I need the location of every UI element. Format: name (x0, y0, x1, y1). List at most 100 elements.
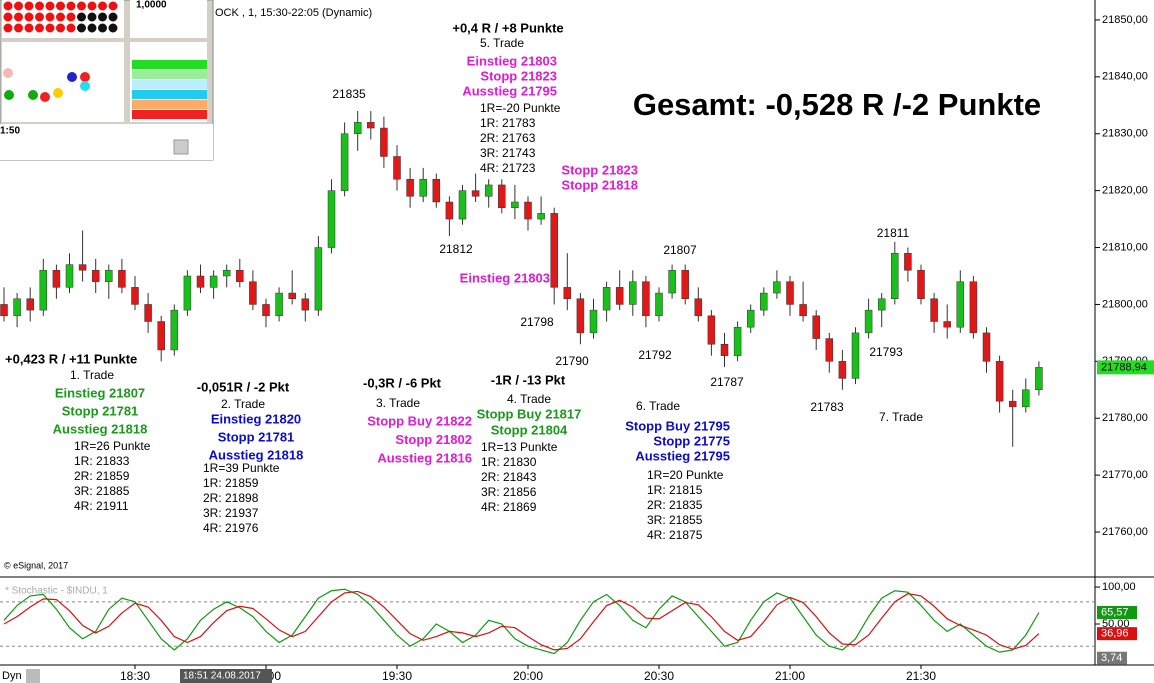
candle-body (969, 281, 978, 334)
trade-target: 1R=-20 Punkte (480, 101, 561, 115)
y-tick-label: 21760,00 (1102, 526, 1148, 538)
widget-dots (3, 1, 118, 33)
x-tick-label: 20:00 (513, 669, 543, 683)
trade-result: +0,4 R / +8 Punkte (452, 20, 563, 35)
y-tick-label: 21850,00 (1102, 14, 1148, 26)
trade-target: 1R: 21833 (74, 454, 130, 468)
trade-order: Einstieg 21807 (55, 385, 145, 400)
candle-body (668, 270, 676, 294)
candle-body (275, 292, 283, 317)
trade-target: 1R: 21859 (203, 476, 259, 490)
candle-body (629, 281, 637, 305)
trade-order: Stopp 21781 (62, 403, 139, 418)
candle-body (445, 201, 454, 220)
widget-dot (4, 90, 14, 100)
pane-title: * Stochastic - $INDU, 1 (5, 586, 108, 597)
swing-label: 21792 (638, 348, 672, 362)
widget-dot (66, 1, 76, 11)
candle-body (891, 252, 899, 299)
widget-bar (132, 70, 207, 79)
swing-label: 21793 (869, 345, 903, 359)
widget-dot (53, 88, 63, 98)
trade-order: Ausstieg 21818 (53, 421, 148, 436)
candle-body (655, 292, 663, 317)
widget-dot (14, 1, 23, 11)
button[interactable] (26, 669, 40, 683)
trade-target: 4R: 21911 (74, 499, 129, 513)
widget-dot (35, 12, 44, 22)
widget-dot (24, 23, 34, 33)
trade-target: 3R: 21856 (481, 485, 537, 499)
candle-body (327, 190, 336, 248)
widget-dot (108, 23, 118, 33)
candle-body (262, 304, 270, 317)
candle-body (1022, 389, 1030, 408)
candle-body (851, 332, 860, 379)
trade-result: -0,051R / -2 Pkt (197, 379, 290, 394)
candle-body (380, 127, 388, 157)
swing-label: 21811 (877, 226, 910, 240)
candle-body (183, 275, 192, 311)
chart-title: OCK , 1, 15:30-22:05 (Dynamic) (215, 7, 372, 19)
widget-text: 1,0000 (136, 0, 167, 11)
widget-dot (28, 90, 38, 100)
widget-dot (77, 12, 86, 22)
candle-body (471, 190, 480, 197)
trade-name: 4. Trade (507, 392, 551, 406)
trade-target: 2R: 21763 (480, 131, 536, 145)
widget-dot (35, 23, 44, 33)
widget-panel (2, 42, 124, 122)
widget-dot (87, 12, 97, 22)
trade-target: 1R=13 Punkte (481, 440, 558, 454)
candle-body (26, 298, 34, 311)
candle-body (209, 275, 218, 288)
swing-label: 21812 (439, 242, 473, 256)
trade-target: 1R: 21830 (481, 455, 537, 469)
trade-target: 4R: 21869 (481, 500, 537, 514)
candle-body (904, 252, 912, 271)
candle-body (917, 270, 925, 299)
trade-result: -1R / -13 Pkt (491, 372, 566, 387)
trade-name: 5. Trade (480, 36, 524, 50)
candle-body (0, 304, 8, 317)
candle-body (196, 275, 205, 288)
candle-body (864, 309, 873, 334)
widget-dot (66, 12, 76, 22)
trade-order: Einstieg 21820 (211, 411, 301, 426)
summary: Gesamt: -0,528 R /-2 Punkte (633, 87, 1041, 122)
value-box (1097, 651, 1127, 665)
trade-target: 4R: 21723 (480, 161, 536, 175)
widget-dot (3, 1, 13, 11)
candle-body (602, 287, 611, 311)
trade-order: Stopp Buy 21817 (477, 406, 582, 421)
trade-name: 6. Trade (636, 399, 680, 413)
trade-note: Stopp 21818 (561, 177, 638, 192)
candle-body (694, 298, 703, 317)
x-tick-label: 21:00 (775, 669, 805, 683)
widget-dot (14, 23, 23, 33)
candle-body (118, 270, 126, 288)
candle-body (458, 190, 467, 220)
x-tick-label: 19:30 (382, 669, 412, 683)
value-box (1097, 627, 1137, 641)
y-tick-label: 21830,00 (1102, 128, 1148, 140)
trade-result: -0,3R / -6 Pkt (363, 375, 442, 390)
scroll-button[interactable] (173, 139, 189, 155)
trade-target: 1R=26 Punkte (74, 439, 151, 453)
candle-body (91, 270, 100, 282)
trade-name: 7. Trade (879, 410, 923, 424)
candle-body (406, 178, 414, 197)
y-tick-label: 21800,00 (1102, 298, 1148, 310)
trade-target: 4R: 21976 (203, 521, 259, 535)
candle-body (105, 270, 113, 282)
widget-dot (24, 12, 34, 22)
widget: 1,0000 1:50 (0, 0, 214, 161)
widget-dot (45, 23, 55, 33)
candle-body (170, 309, 179, 351)
candle-body (498, 184, 506, 208)
trade-target: 2R: 21835 (647, 498, 703, 512)
last-price-box (1097, 360, 1154, 375)
candle-body (131, 287, 139, 305)
widget-dot (87, 1, 97, 11)
trade-target: 1R: 21815 (647, 483, 703, 497)
